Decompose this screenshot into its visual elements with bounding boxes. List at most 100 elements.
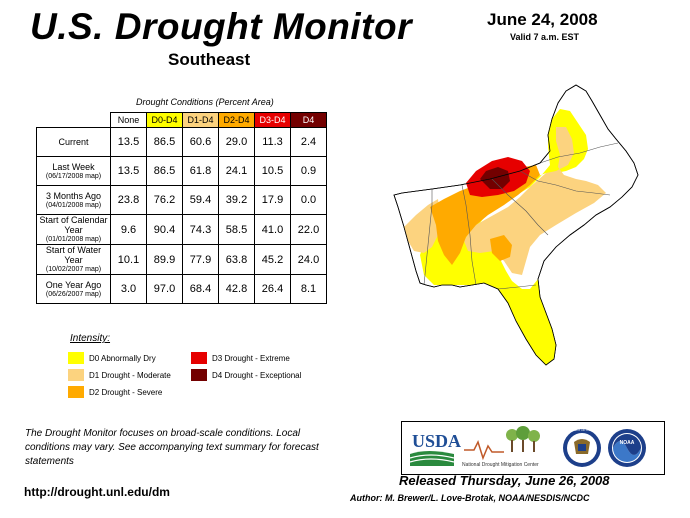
table-cell: 0.9 [290, 156, 327, 186]
table-cell: 10.5 [254, 156, 291, 186]
row-label-text: One Year Ago [45, 279, 102, 290]
noaa-logo-text: NOAA [620, 440, 635, 446]
table-cell: 17.9 [254, 185, 291, 215]
legend-label: D4 Drought - Exceptional [212, 370, 302, 380]
table-row: Current 13.5 86.5 60.6 29.0 11.3 2.4 [36, 127, 327, 157]
column-header-d0-d4: D0-D4 [146, 112, 183, 128]
table-cell: 77.9 [182, 244, 219, 275]
map-date: June 24, 2008 [487, 10, 598, 29]
disclaimer-note: The Drought Monitor focuses on broad-sca… [25, 428, 319, 467]
table-cell: 90.4 [146, 214, 183, 245]
table-cell: 3.0 [110, 274, 147, 304]
table-cell: 13.5 [110, 156, 147, 186]
table-cell: 59.4 [182, 185, 219, 215]
drought-d2-area-south [490, 235, 512, 261]
row-label-date: (06/17/2008 map) [45, 172, 102, 180]
table-cell: 2.4 [290, 127, 327, 157]
row-label-text: Start of Calendar Year [39, 215, 108, 235]
table-cell: 23.8 [110, 185, 147, 215]
southeast-drought-map [393, 84, 639, 366]
row-label-text: Last Week [52, 161, 95, 172]
column-header-none: None [110, 112, 147, 128]
table-cell: 63.8 [218, 244, 255, 275]
table-cell: 11.3 [254, 127, 291, 157]
table-header-row: None D0-D4 D1-D4 D2-D4 D3-D4 D4 [37, 112, 327, 128]
table-cell: 24.0 [290, 244, 327, 275]
legend-label: D3 Drought - Extreme [212, 353, 290, 363]
legend-swatch [68, 352, 84, 364]
table-row: Start of Water Year (10/02/2007 map) 10.1 8… [36, 244, 327, 275]
row-label-text: Current [58, 137, 89, 147]
legend-item: D1 Drought - Moderate [68, 369, 171, 381]
table-cell: 68.4 [182, 274, 219, 304]
table-cell: 86.5 [146, 127, 183, 157]
table-cell: 24.1 [218, 156, 255, 186]
coastline [393, 84, 639, 366]
table-cell: 76.2 [146, 185, 183, 215]
legend-swatch [191, 352, 207, 364]
page-title: U.S. Drought Monitor [30, 6, 412, 47]
row-label: Start of Water Year (10/02/2007 map) [36, 244, 111, 275]
legend-item: D3 Drought - Extreme [191, 352, 290, 364]
legend-label: D0 Abnormally Dry [89, 353, 156, 363]
table-cell: 42.8 [218, 274, 255, 304]
table-cell: 13.5 [110, 127, 147, 157]
table-cell: 39.2 [218, 185, 255, 215]
table-cell: 45.2 [254, 244, 291, 275]
ndmc-logo-text: National Drought Mitigation Center [462, 462, 539, 468]
table-cell: 26.4 [254, 274, 291, 304]
table-cell: 61.8 [182, 156, 219, 186]
row-label-date: (04/01/2008 map) [45, 201, 102, 209]
table-cell: 97.0 [146, 274, 183, 304]
legend-item: D0 Abnormally Dry [68, 352, 156, 364]
table-row: One Year Ago (06/26/2007 map) 3.0 97.0 68.4 4… [36, 274, 327, 304]
table-cell: 58.5 [218, 214, 255, 245]
column-header-d4: D4 [290, 112, 327, 128]
legend-swatch [68, 369, 84, 381]
row-label-text: Start of Water Year [45, 245, 102, 265]
table-cell: 0.0 [290, 185, 327, 215]
usda-logo: USDA [409, 431, 461, 466]
legend-title: Intensity: [70, 333, 111, 344]
drought-conditions-table: None D0-D4 D1-D4 D2-D4 D3-D4 D4 Current 13.5 86… [36, 112, 327, 304]
legend-item: D4 Drought - Exceptional [191, 369, 301, 381]
author-credit: Author: M. Brewer/L. Love-Brotak, NOAA/N… [350, 493, 590, 503]
row-label-date: (06/26/2007 map) [45, 290, 102, 298]
table-corner [37, 113, 111, 128]
ndmc-logo: National Drought Mitigation Center [462, 426, 540, 468]
table-cell: 74.3 [182, 214, 219, 245]
table-caption: Drought Conditions (Percent Area) [136, 97, 274, 107]
table-row: Last Week (06/17/2008 map) 13.5 86.5 61.8 24.… [36, 156, 327, 186]
row-label-date: (01/01/2008 map) [45, 236, 102, 243]
row-label: Current [36, 127, 111, 157]
website-link[interactable]: http://drought.unl.edu/dm [24, 485, 170, 499]
row-label-text: 3 Months Ago [45, 190, 102, 201]
row-label: One Year Ago (06/26/2007 map) [36, 274, 111, 304]
column-header-d2-d4: D2-D4 [218, 112, 255, 128]
row-label: Last Week (06/17/2008 map) [36, 156, 111, 186]
legend-label: D1 Drought - Moderate [89, 370, 171, 380]
table-cell: 86.5 [146, 156, 183, 186]
commerce-seal: DEPARTMENT OF COMMERCE [560, 428, 604, 467]
legend-item: D2 Drought - Severe [68, 386, 162, 398]
table-cell: 89.9 [146, 244, 183, 275]
legend-label: D2 Drought - Severe [89, 387, 163, 397]
table-row: Start of Calendar Year (01/01/2008 map) 9.… [36, 214, 327, 245]
release-date: Released Thursday, June 26, 2008 [399, 473, 610, 488]
valid-time: Valid 7 a.m. EST [510, 32, 580, 42]
noaa-logo: NOAA [608, 429, 646, 467]
table-body: Current 13.5 86.5 60.6 29.0 11.3 2.4 Last Week(… [36, 127, 327, 304]
commerce-seal-text: DEPARTMENT OF COMMERCE [560, 428, 604, 432]
table-cell: 8.1 [290, 274, 327, 304]
legend-swatch [191, 369, 207, 381]
table-row: 3 Months Ago (04/01/2008 map) 23.8 76.2 59.4… [36, 185, 327, 215]
region-subtitle: Southeast [168, 50, 251, 69]
row-label: Start of Calendar Year (01/01/2008 map) [36, 214, 111, 245]
row-label-date: (10/02/2007 map) [45, 266, 102, 273]
agency-logos: USDA National Drought Mitigation Center … [401, 421, 665, 475]
usda-logo-text: USDA [412, 431, 461, 451]
row-label: 3 Months Ago (04/01/2008 map) [36, 185, 111, 215]
column-header-d1-d4: D1-D4 [182, 112, 219, 128]
column-header-d3-d4: D3-D4 [254, 112, 291, 128]
table-cell: 41.0 [254, 214, 291, 245]
